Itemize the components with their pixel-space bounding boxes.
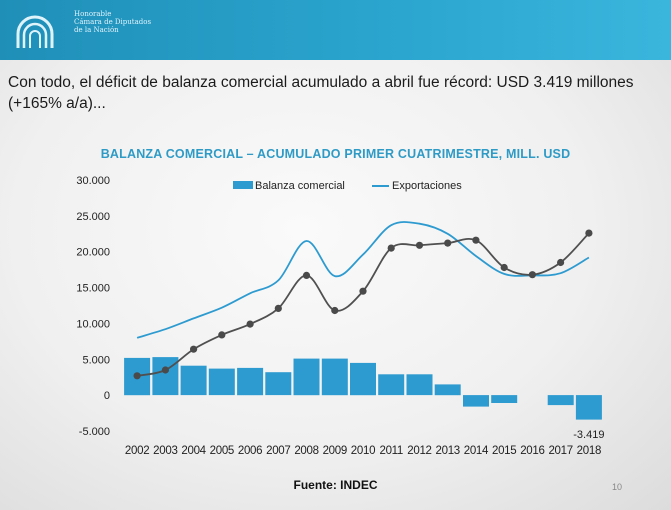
bar-balanza	[152, 357, 179, 396]
chart-title: BALANZA COMERCIAL – ACUMULADO PRIMER CUA…	[100, 147, 571, 161]
line-gray-marker	[133, 372, 141, 380]
line-gray-marker	[274, 304, 282, 312]
line-gray-marker	[331, 306, 339, 315]
bar-balanza	[463, 395, 489, 407]
data-label: -3.419	[573, 429, 604, 441]
org-line: Honorable	[74, 10, 112, 18]
bar-balanza	[434, 384, 461, 396]
bar-balanza	[547, 395, 574, 406]
x-tick-label: 2006	[238, 445, 262, 457]
line-gray-marker	[528, 271, 537, 279]
x-tick-label: 2008	[294, 445, 318, 457]
org-line: Cámara de Diputados	[74, 18, 152, 26]
bar-balanza	[180, 365, 207, 396]
x-tick-label: 2009	[323, 445, 347, 457]
line-gray-marker	[359, 287, 367, 295]
header-bar: Honorable Cámara de Diputados de la Naci…	[0, 0, 671, 60]
line-gray-marker	[387, 244, 395, 252]
x-tick-label: 2012	[407, 445, 431, 457]
line-gray-marker	[302, 271, 311, 279]
x-tick-label: 2004	[181, 445, 206, 457]
x-tick-label: 2013	[436, 445, 460, 457]
y-tick-label: 5.000	[82, 354, 110, 366]
line-gray-marker	[557, 258, 565, 267]
legend-label-exportaciones: Exportaciones	[392, 180, 462, 192]
congress-logo-icon	[16, 15, 54, 48]
line-gray-marker	[161, 366, 169, 374]
line-gray-marker	[444, 239, 452, 247]
line-gray-marker	[190, 345, 198, 353]
bar-balanza	[265, 372, 292, 396]
slide-headline: Con todo, el déficit de balanza comercia…	[8, 74, 634, 112]
bar-balanza	[321, 358, 348, 396]
x-tick-label: 2018	[577, 445, 601, 457]
y-tick-label: -5.000	[79, 426, 110, 438]
bar-balanza	[293, 358, 320, 396]
bar-balanza	[237, 367, 264, 396]
line-gray-marker	[415, 241, 424, 249]
org-name: Honorable Cámara de Diputados de la Naci…	[74, 10, 194, 34]
line-gray-marker	[218, 331, 226, 339]
legend-label-balanza: Balanza comercial	[255, 180, 345, 192]
y-tick-label: 15.000	[76, 283, 110, 295]
bar-balanza	[491, 395, 518, 403]
x-tick-label: 2011	[379, 445, 403, 457]
x-tick-label: 2007	[266, 445, 290, 457]
bar-balanza	[350, 362, 376, 396]
source-note: Fuente: INDEC	[293, 478, 378, 492]
line-exportaciones	[136, 221, 590, 339]
y-tick-label: 0	[104, 390, 110, 402]
y-tick-label: 20.000	[76, 247, 110, 259]
line-gray-marker	[585, 229, 593, 237]
page-number: 10	[612, 482, 623, 492]
x-tick-label: 2010	[351, 445, 375, 457]
x-tick-label: 2017	[548, 445, 572, 457]
line-gray-marker	[472, 236, 480, 244]
y-tick-label: 25.000	[76, 211, 110, 223]
bar-balanza	[208, 368, 235, 396]
org-line: de la Nación	[74, 26, 119, 34]
x-tick-label: 2003	[153, 445, 177, 457]
line-gray-marker	[246, 320, 254, 328]
y-tick-label: 10.000	[76, 318, 110, 330]
bar-balanza	[406, 374, 433, 396]
bar-balanza	[378, 374, 405, 396]
x-tick-label: 2015	[492, 445, 516, 457]
x-tick-label: 2002	[125, 445, 149, 457]
x-tick-label: 2005	[210, 445, 234, 457]
bar-balanza	[575, 395, 602, 420]
x-tick-label: 2014	[464, 445, 489, 457]
legend-swatch-balanza	[233, 181, 253, 189]
x-tick-label: 2016	[520, 445, 544, 457]
y-tick-label: 30.000	[76, 175, 110, 187]
line-gray-marker	[500, 263, 508, 272]
